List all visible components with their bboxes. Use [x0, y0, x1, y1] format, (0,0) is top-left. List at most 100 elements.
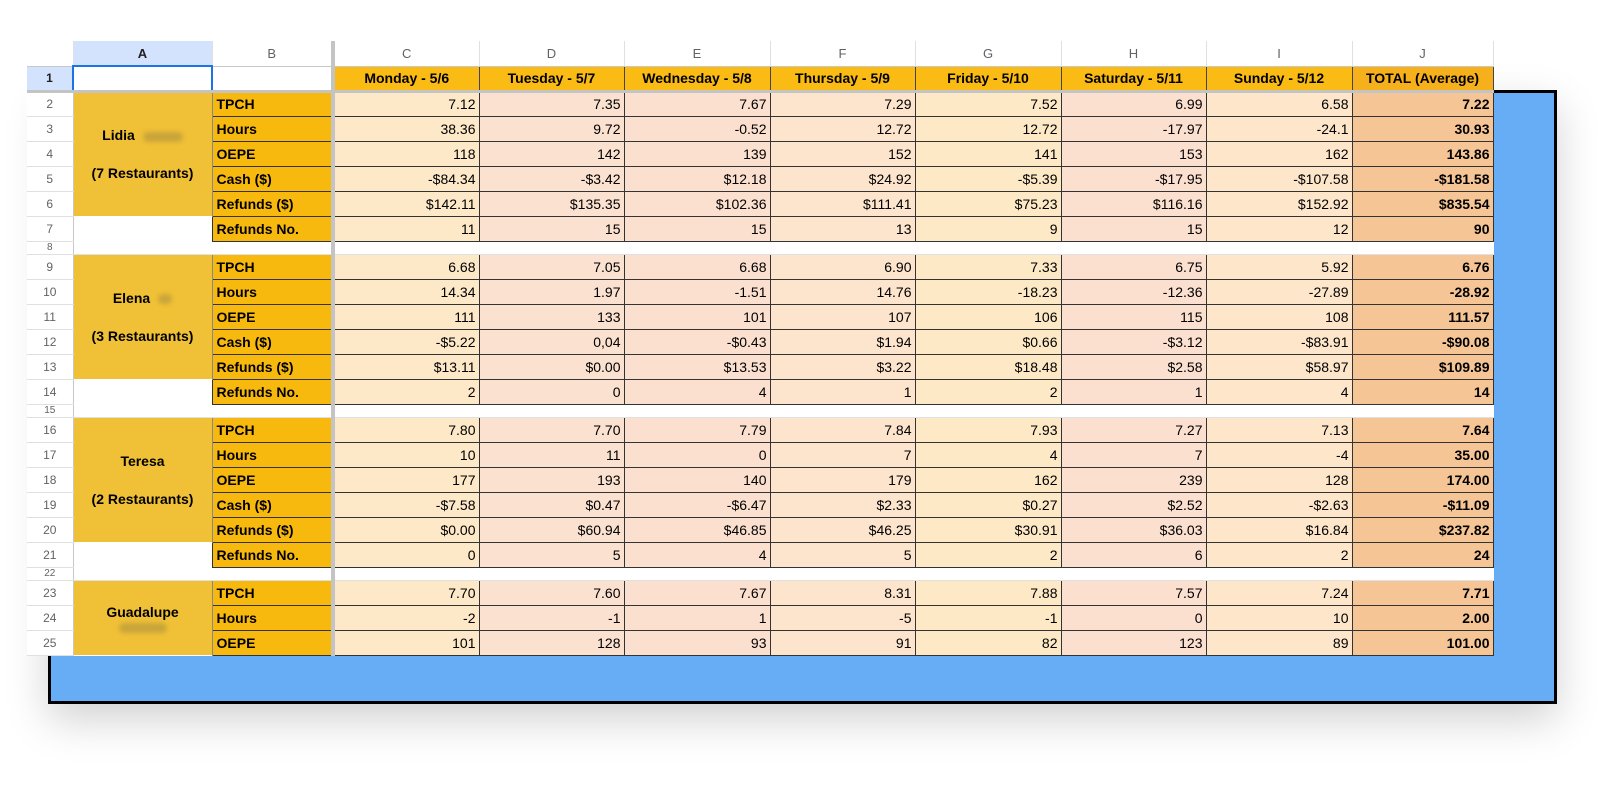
- total-cell[interactable]: 24: [1351, 541, 1494, 568]
- value-cell[interactable]: 7.93: [914, 416, 1062, 443]
- total-cell[interactable]: 143.86: [1351, 140, 1494, 167]
- value-cell[interactable]: -$107.58: [1205, 165, 1353, 192]
- value-cell[interactable]: 177: [332, 466, 480, 493]
- row-number[interactable]: 5: [27, 166, 74, 192]
- metric-label[interactable]: Hours: [211, 441, 335, 468]
- metric-label[interactable]: TPCH: [211, 90, 335, 117]
- value-cell[interactable]: 142: [478, 140, 625, 167]
- value-cell[interactable]: 11: [332, 215, 480, 242]
- value-cell[interactable]: 101: [623, 303, 771, 330]
- value-cell[interactable]: 4: [1205, 378, 1353, 405]
- spacer-cell[interactable]: [1352, 567, 1493, 581]
- column-header-b[interactable]: B: [212, 41, 335, 67]
- value-cell[interactable]: 162: [914, 466, 1062, 493]
- value-cell[interactable]: -$83.91: [1205, 328, 1353, 355]
- total-cell[interactable]: -$181.58: [1351, 165, 1494, 192]
- value-cell[interactable]: $46.25: [769, 516, 916, 543]
- spacer-cell[interactable]: [333, 567, 479, 581]
- row-number[interactable]: 19: [27, 492, 74, 518]
- row-number[interactable]: 7: [27, 216, 74, 242]
- value-cell[interactable]: 4: [914, 441, 1062, 468]
- total-cell[interactable]: $835.54: [1351, 190, 1494, 217]
- metric-label[interactable]: TPCH: [211, 253, 335, 280]
- row-number[interactable]: 25: [27, 630, 74, 656]
- value-cell[interactable]: -$5.22: [332, 328, 480, 355]
- value-cell[interactable]: $58.97: [1205, 353, 1353, 380]
- employee-name-cell[interactable]: Elena (3 Restaurants): [73, 254, 213, 379]
- spacer-cell[interactable]: [1352, 404, 1493, 418]
- metric-label[interactable]: Refunds ($): [211, 353, 335, 380]
- spacer-cell[interactable]: [479, 404, 624, 418]
- value-cell[interactable]: 6: [1060, 541, 1207, 568]
- spacer-cell[interactable]: [479, 241, 624, 255]
- value-cell[interactable]: 0: [623, 441, 771, 468]
- column-header-e[interactable]: E: [624, 41, 771, 67]
- value-cell[interactable]: -1.51: [623, 278, 771, 305]
- value-cell[interactable]: -$5.39: [914, 165, 1062, 192]
- total-cell[interactable]: $109.89: [1351, 353, 1494, 380]
- value-cell[interactable]: 89: [1205, 629, 1353, 656]
- value-cell[interactable]: 107: [769, 303, 916, 330]
- metric-label[interactable]: Hours: [211, 604, 335, 631]
- total-cell[interactable]: $237.82: [1351, 516, 1494, 543]
- row-number[interactable]: 21: [27, 542, 74, 568]
- spacer-cell[interactable]: [915, 567, 1061, 581]
- value-cell[interactable]: 7.57: [1060, 579, 1207, 606]
- value-cell[interactable]: 7.70: [332, 579, 480, 606]
- cell-b1[interactable]: [212, 66, 335, 93]
- value-cell[interactable]: $142.11: [332, 190, 480, 217]
- value-cell[interactable]: 239: [1060, 466, 1207, 493]
- total-cell[interactable]: -$90.08: [1351, 328, 1494, 355]
- value-cell[interactable]: -24.1: [1205, 115, 1353, 142]
- value-cell[interactable]: 0: [1060, 604, 1207, 631]
- spacer-cell[interactable]: [212, 241, 335, 255]
- metric-label[interactable]: Refunds ($): [211, 516, 335, 543]
- value-cell[interactable]: 8.31: [769, 579, 916, 606]
- row-number[interactable]: 18: [27, 467, 74, 493]
- value-cell[interactable]: $0.27: [914, 491, 1062, 518]
- value-cell[interactable]: 91: [769, 629, 916, 656]
- row-number[interactable]: 12: [27, 329, 74, 355]
- value-cell[interactable]: -$3.12: [1060, 328, 1207, 355]
- employee-name-cell[interactable]: Lidia (7 Restaurants): [73, 91, 213, 216]
- value-cell[interactable]: 6.68: [332, 253, 480, 280]
- value-cell[interactable]: 82: [914, 629, 1062, 656]
- value-cell[interactable]: 12.72: [769, 115, 916, 142]
- value-cell[interactable]: 2: [914, 378, 1062, 405]
- value-cell[interactable]: 15: [1060, 215, 1207, 242]
- value-cell[interactable]: -12.36: [1060, 278, 1207, 305]
- spacer-cell[interactable]: [73, 567, 212, 581]
- spacer-cell[interactable]: [479, 567, 624, 581]
- value-cell[interactable]: 7: [769, 441, 916, 468]
- row-number[interactable]: 3: [27, 116, 74, 142]
- value-cell[interactable]: $12.18: [623, 165, 771, 192]
- value-cell[interactable]: 139: [623, 140, 771, 167]
- value-cell[interactable]: 115: [1060, 303, 1207, 330]
- value-cell[interactable]: -4: [1205, 441, 1353, 468]
- metric-label[interactable]: Cash ($): [211, 491, 335, 518]
- value-cell[interactable]: $46.85: [623, 516, 771, 543]
- value-cell[interactable]: $2.58: [1060, 353, 1207, 380]
- spacer-cell[interactable]: [73, 404, 212, 418]
- column-header-i[interactable]: I: [1206, 41, 1353, 67]
- value-cell[interactable]: 7.12: [332, 90, 480, 117]
- total-cell[interactable]: 2.00: [1351, 604, 1494, 631]
- spacer-cell[interactable]: [73, 241, 212, 255]
- cell-a-blank[interactable]: [73, 216, 212, 241]
- value-cell[interactable]: 7.13: [1205, 416, 1353, 443]
- value-cell[interactable]: 13: [769, 215, 916, 242]
- value-cell[interactable]: $116.16: [1060, 190, 1207, 217]
- value-cell[interactable]: 12.72: [914, 115, 1062, 142]
- value-cell[interactable]: -1: [478, 604, 625, 631]
- day-header[interactable]: Monday - 5/6: [332, 65, 480, 93]
- metric-label[interactable]: Refunds No.: [211, 378, 335, 405]
- column-header-a[interactable]: A: [73, 41, 213, 67]
- total-header[interactable]: TOTAL (Average): [1351, 65, 1494, 93]
- value-cell[interactable]: 108: [1205, 303, 1353, 330]
- spacer-cell[interactable]: [915, 241, 1061, 255]
- value-cell[interactable]: $18.48: [914, 353, 1062, 380]
- value-cell[interactable]: $1.94: [769, 328, 916, 355]
- value-cell[interactable]: 101: [332, 629, 480, 656]
- spacer-cell[interactable]: [624, 404, 770, 418]
- total-cell[interactable]: -28.92: [1351, 278, 1494, 305]
